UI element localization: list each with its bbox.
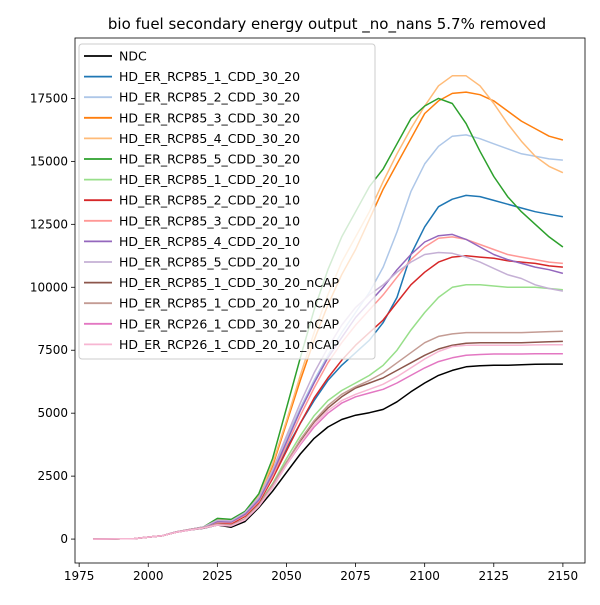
series-line-1 [92,363,563,540]
x-tick-label: 1975 [64,569,95,583]
legend-label: HD_ER_RCP26_1_CDD_30_20_nCAP [119,316,340,331]
y-tick-label: 5000 [37,406,68,420]
legend-label: HD_ER_RCP85_4_CDD_30_20 [119,131,300,146]
legend-label: HD_ER_RCP85_2_CDD_20_10 [119,193,300,208]
legend-label: HD_ER_RCP85_1_CDD_20_10 [119,172,300,187]
y-tick-label: 15000 [30,154,68,168]
legend-label: HD_ER_RCP85_1_CDD_30_20_nCAP [119,275,340,290]
y-tick-label: 17500 [30,91,68,105]
legend-label: HD_ER_RCP85_2_CDD_30_20 [119,90,300,105]
legend-label: HD_ER_RCP85_5_CDD_30_20 [119,152,300,167]
x-tick-label: 2075 [340,569,371,583]
series-line-12 [92,340,563,540]
series-line-15 [92,343,563,540]
y-tick-label: 10000 [30,280,68,294]
legend-label: HD_ER_RCP85_5_CDD_20_10 [119,255,300,270]
y-tick-label: 12500 [30,217,68,231]
legend-label: HD_ER_RCP85_4_CDD_20_10 [119,234,300,249]
x-tick-label: 2050 [271,569,302,583]
y-tick-label: 7500 [37,343,68,357]
legend-label: HD_ER_RCP85_3_CDD_30_20 [119,110,300,125]
x-tick-label: 2125 [479,569,510,583]
x-tick-label: 2100 [409,569,440,583]
chart-title: bio fuel secondary energy output _no_nan… [108,15,546,34]
legend-label: NDC [119,49,147,64]
y-tick-label: 0 [60,532,68,546]
x-tick-label: 2150 [548,569,579,583]
x-tick-label: 2000 [133,569,164,583]
legend: NDC HD_ER_RCP85_1_CDD_30_20 HD_ER_RCP85_2_… [78,43,376,360]
legend-label: HD_ER_RCP85_1_CDD_30_20 [119,69,300,84]
plot-frame [74,37,586,564]
y-tick-label: 2500 [37,469,68,483]
legend-label: HD_ER_RCP85_1_CDD_20_10_nCAP [119,296,340,311]
legend-label: HD_ER_RCP26_1_CDD_20_10_nCAP [119,337,340,352]
legend-label: HD_ER_RCP85_3_CDD_20_10 [119,213,300,228]
legend-box [78,43,376,360]
axes-layer: 1975 2000 2025 2050 2075 2100 2125 2150 0 2500 500… [30,37,586,583]
x-tick-label: 2025 [202,569,233,583]
